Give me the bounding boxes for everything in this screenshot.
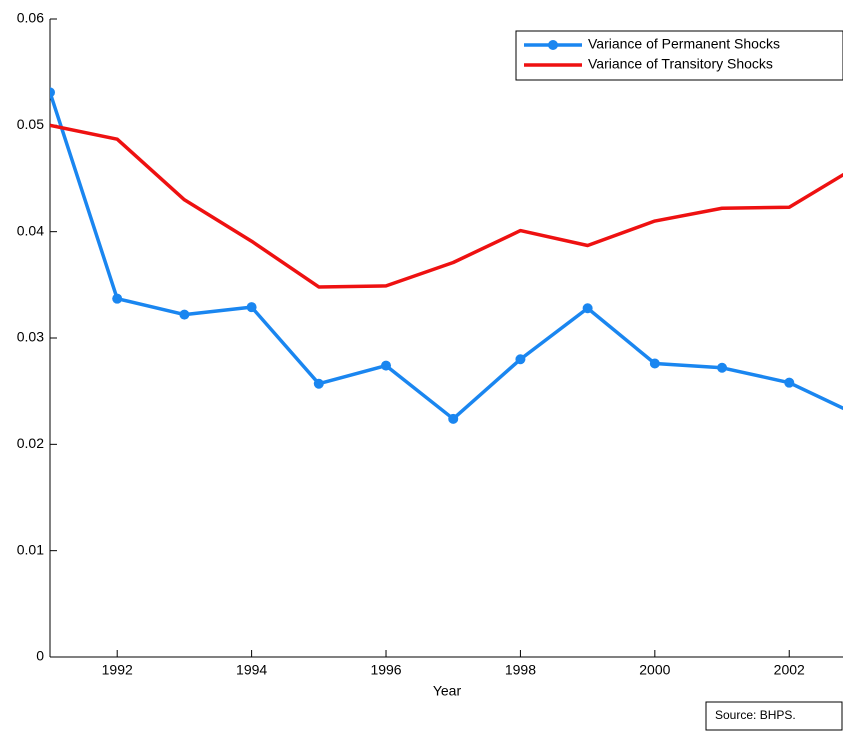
x-tick-label: 1996 bbox=[370, 662, 401, 678]
marker bbox=[649, 358, 660, 369]
y-tick-label: 0.03 bbox=[17, 329, 44, 345]
marker bbox=[246, 302, 257, 313]
legend-box bbox=[515, 30, 843, 81]
marker bbox=[179, 309, 190, 320]
marker bbox=[582, 303, 593, 314]
axes: 0 0.01 0.02 0.03 0.04 0.05 0.06 1992 1994 1996 199… bbox=[17, 10, 843, 678]
plot-area bbox=[50, 87, 843, 424]
note-box bbox=[705, 701, 843, 731]
x-axis-label: Year bbox=[433, 683, 462, 699]
marker bbox=[50, 87, 55, 98]
legend-marker bbox=[548, 40, 558, 50]
y-tick-label: 0.06 bbox=[17, 10, 44, 26]
y-tick-label: 0 bbox=[36, 648, 44, 664]
series-line bbox=[50, 123, 843, 289]
note: Source: BHPS. bbox=[715, 708, 796, 722]
legend-label: Variance of Permanent Shocks bbox=[588, 36, 780, 52]
legend: Variance of Permanent Shocks Variance of … bbox=[515, 30, 843, 81]
marker bbox=[381, 360, 392, 371]
y-tick-label: 0.02 bbox=[17, 435, 44, 451]
legend-label: Variance of Transitory Shocks bbox=[588, 56, 773, 72]
y-tick-label: 0.05 bbox=[17, 116, 44, 132]
marker bbox=[112, 293, 123, 304]
marker bbox=[515, 354, 526, 365]
y-tick-label: 0.04 bbox=[17, 222, 44, 238]
y-tick-label: 0.01 bbox=[17, 541, 44, 557]
x-tick-label: 1992 bbox=[102, 662, 133, 678]
marker bbox=[717, 362, 728, 373]
x-tick-label: 2002 bbox=[774, 662, 805, 678]
marker bbox=[784, 377, 795, 388]
x-tick-label: 1998 bbox=[505, 662, 536, 678]
x-tick-label: 1994 bbox=[236, 662, 267, 678]
marker bbox=[448, 413, 459, 424]
x-tick-label: 2000 bbox=[639, 662, 670, 678]
marker bbox=[313, 378, 324, 389]
